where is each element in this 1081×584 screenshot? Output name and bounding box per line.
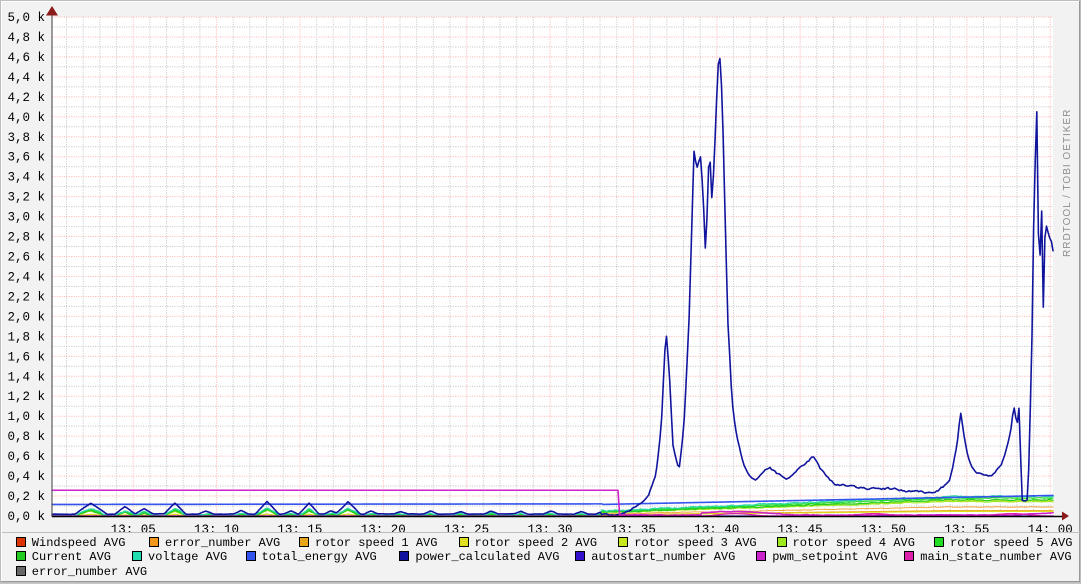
svg-text:1,6 k: 1,6 k bbox=[7, 350, 45, 364]
svg-text:0,2 k: 0,2 k bbox=[7, 490, 45, 504]
svg-text:1,8 k: 1,8 k bbox=[7, 330, 45, 344]
svg-text:0,8 k: 0,8 k bbox=[7, 430, 45, 444]
svg-text:5,0 k: 5,0 k bbox=[7, 11, 45, 25]
svg-text:0,0 k: 0,0 k bbox=[7, 510, 45, 524]
svg-text:4,4 k: 4,4 k bbox=[7, 71, 45, 85]
svg-text:1,4 k: 1,4 k bbox=[7, 370, 45, 384]
svg-text:2,0 k: 2,0 k bbox=[7, 310, 45, 324]
svg-text:4,2 k: 4,2 k bbox=[7, 91, 45, 105]
svg-text:3,4 k: 3,4 k bbox=[7, 171, 45, 185]
svg-text:2,2 k: 2,2 k bbox=[7, 290, 45, 304]
svg-text:1,2 k: 1,2 k bbox=[7, 390, 45, 404]
svg-text:2,6 k: 2,6 k bbox=[7, 251, 45, 265]
svg-text:0,4 k: 0,4 k bbox=[7, 470, 45, 484]
svg-text:3,8 k: 3,8 k bbox=[7, 131, 45, 145]
svg-text:2,4 k: 2,4 k bbox=[7, 271, 45, 285]
svg-text:4,0 k: 4,0 k bbox=[7, 111, 45, 125]
svg-text:3,6 k: 3,6 k bbox=[7, 151, 45, 165]
svg-text:1,0 k: 1,0 k bbox=[7, 410, 45, 424]
svg-text:4,8 k: 4,8 k bbox=[7, 31, 45, 45]
svg-text:3,0 k: 3,0 k bbox=[7, 211, 45, 225]
svg-text:0,6 k: 0,6 k bbox=[7, 450, 45, 464]
svg-text:4,6 k: 4,6 k bbox=[7, 51, 45, 65]
svg-text:3,2 k: 3,2 k bbox=[7, 191, 45, 205]
svg-text:2,8 k: 2,8 k bbox=[7, 231, 45, 245]
